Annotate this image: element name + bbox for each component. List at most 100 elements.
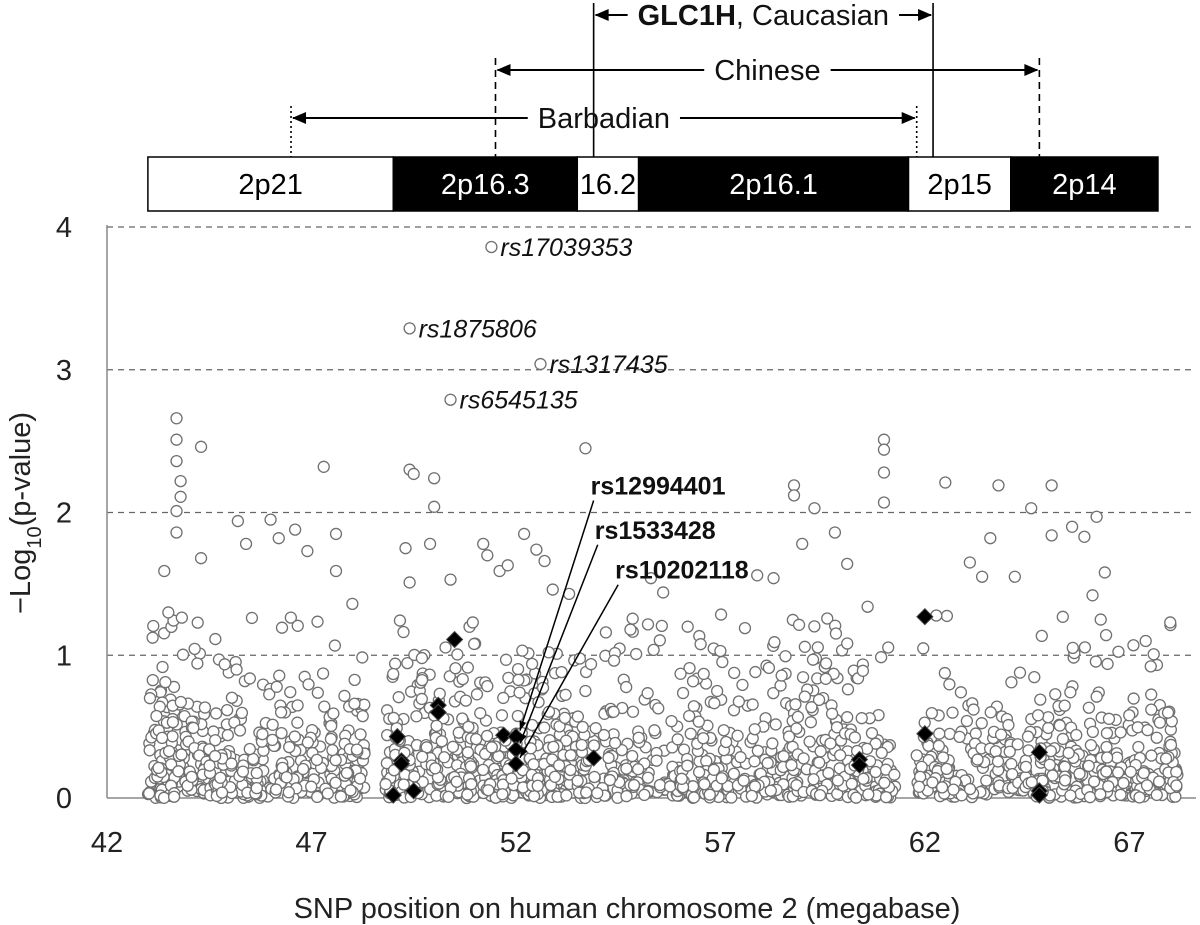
snp-point: [1164, 738, 1178, 752]
snp-diamond: [850, 756, 869, 774]
snp-point: [346, 597, 359, 611]
snp-point: [719, 735, 733, 749]
snp-point: [767, 686, 780, 700]
snp-point: [963, 782, 977, 796]
snp-point: [707, 763, 721, 776]
snp-point: [1139, 634, 1152, 648]
snp-point: [751, 744, 765, 757]
snp-annotations: rs17039353 rs1875806 rs1317435 rs6545135 rs1…: [419, 234, 749, 759]
snp-point: [157, 791, 171, 804]
snp-point: [620, 762, 633, 775]
snp-point: [1045, 479, 1058, 492]
snp-point: [280, 771, 293, 784]
snp-point: [848, 731, 862, 744]
snp-point: [350, 743, 364, 756]
snp-point: [1124, 765, 1137, 779]
snp-point: [275, 621, 289, 634]
snp-point: [984, 532, 997, 545]
snp-point: [665, 714, 678, 728]
snp-point: [505, 772, 518, 785]
snp-point: [761, 756, 774, 770]
snp-point: [960, 714, 974, 728]
snp-point: [584, 658, 598, 671]
snp-point: [185, 770, 198, 784]
snp-point: [288, 523, 302, 536]
snp-point: [442, 790, 455, 803]
snp-point: [732, 695, 746, 708]
snp-point: [591, 787, 604, 800]
snp-point: [676, 686, 690, 700]
snp-point: [683, 709, 696, 723]
snp-point: [804, 716, 818, 729]
snp-point: [716, 655, 729, 669]
snp-point: [517, 527, 531, 541]
snp-point: [356, 651, 369, 664]
snp-point: [879, 791, 893, 804]
snp-point: [162, 606, 175, 619]
snp-point: [708, 697, 721, 710]
snp-point: [828, 526, 842, 539]
snp-point: [1090, 690, 1103, 703]
snp-point: [714, 644, 727, 658]
snp-point: [652, 702, 665, 715]
snp-point: [980, 774, 993, 787]
snp-point: [1147, 648, 1160, 661]
chromosome-band: [637, 156, 910, 212]
snp-point: [1090, 510, 1103, 523]
snp-point: [914, 770, 927, 784]
snp-point: [326, 743, 339, 757]
snp-point: [875, 746, 888, 760]
snp-point: [559, 734, 573, 747]
snp-point: [143, 692, 157, 705]
snp-point: [461, 746, 475, 759]
snp-point: [681, 759, 694, 772]
snp-point: [410, 710, 423, 723]
snp-point: [166, 715, 180, 729]
snp-point: [803, 735, 816, 748]
snp-point: [963, 556, 977, 569]
snp-point: [814, 745, 827, 758]
snp-point: [663, 780, 677, 793]
snp-point: [1043, 758, 1056, 771]
snp-point: [1145, 749, 1158, 762]
snp-point: [429, 762, 442, 775]
snp-point: [392, 691, 405, 704]
snp-point: [175, 748, 188, 761]
snp-point: [511, 662, 525, 676]
snp-point: [779, 650, 792, 663]
snp-point: [250, 781, 263, 795]
snp-point: [564, 763, 577, 777]
snp-point: [1117, 776, 1130, 790]
snp-point: [1087, 775, 1101, 788]
snp-point: [697, 732, 710, 745]
linkage-arrowhead-right: [1024, 64, 1039, 76]
snp-point: [1078, 641, 1092, 654]
snp-point: [632, 731, 645, 744]
snp-point: [1144, 660, 1157, 673]
snp-point: [791, 710, 805, 724]
snp-point: [318, 700, 331, 713]
snp-point: [943, 678, 956, 691]
snp-point: [282, 786, 295, 799]
snp-point: [324, 732, 338, 746]
snp-point: [465, 778, 478, 791]
snp-point: [266, 718, 279, 731]
snp-point: [456, 712, 469, 725]
snp-point: [430, 719, 443, 732]
snp-point: [602, 751, 615, 764]
snp-point: [187, 721, 200, 735]
chromosome-band: [576, 156, 640, 212]
snp-point: [1053, 719, 1066, 732]
snp-point: [516, 644, 529, 657]
snp-point: [214, 771, 227, 784]
snp-point: [243, 672, 257, 685]
snp-point: [697, 667, 710, 681]
snp-point: [1049, 688, 1062, 701]
snp-point: [797, 752, 810, 765]
snp-point: [1152, 775, 1166, 788]
snp-point: [451, 648, 464, 661]
snp-point: [530, 543, 543, 556]
snp-point: [749, 665, 762, 679]
snp-diamond: [584, 749, 603, 767]
snp-point: [607, 705, 620, 718]
